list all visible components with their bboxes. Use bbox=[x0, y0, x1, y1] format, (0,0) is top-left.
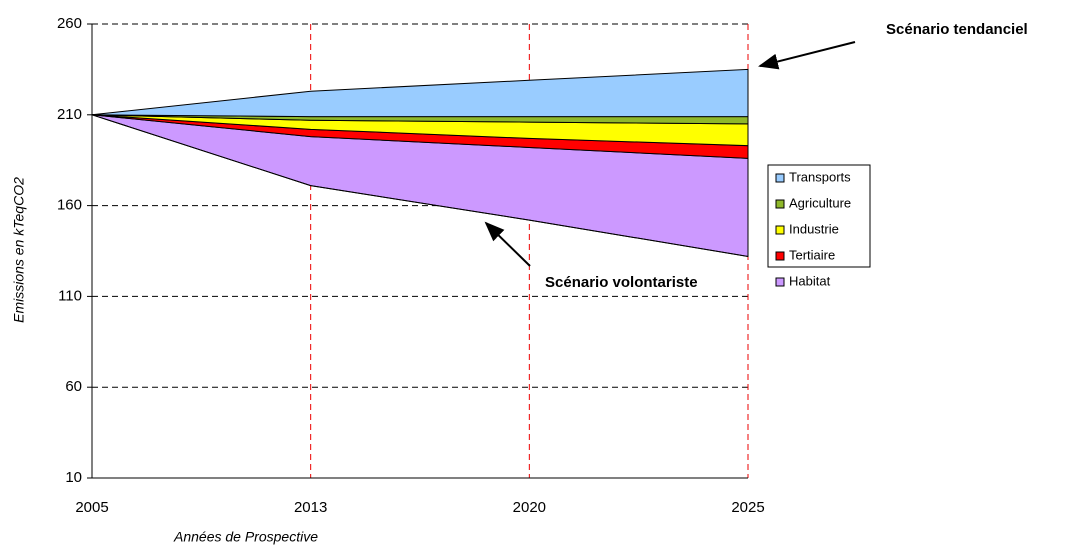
legend bbox=[767, 164, 871, 268]
y-tick-label: 110 bbox=[58, 287, 82, 304]
x-axis-title: Années de Prospective bbox=[173, 529, 318, 545]
y-tick-label: 210 bbox=[57, 106, 82, 123]
legend-label: Tertiaire bbox=[789, 247, 835, 262]
legend-label: Agriculture bbox=[789, 195, 851, 210]
legend-label: Transports bbox=[789, 169, 851, 184]
x-tick-label: 2025 bbox=[731, 499, 764, 516]
annotation: Scénario tendanciel bbox=[886, 21, 1028, 38]
y-axis-title: Emissions en kTeqCO2 bbox=[11, 177, 27, 323]
arrow bbox=[758, 41, 856, 70]
baseline-line bbox=[91, 114, 749, 257]
legend-label: Habitat bbox=[789, 273, 831, 288]
y-tick-label: 160 bbox=[57, 197, 82, 214]
plot-area bbox=[87, 23, 749, 479]
legend-swatch bbox=[775, 251, 785, 261]
legend-swatch bbox=[775, 199, 785, 209]
y-tick-label: 10 bbox=[65, 469, 82, 486]
legend-swatch bbox=[775, 277, 785, 287]
annotation: Scénario volontariste bbox=[545, 274, 698, 291]
arrow bbox=[484, 221, 531, 267]
legend-swatch bbox=[775, 225, 785, 235]
legend-label: Industrie bbox=[789, 221, 839, 236]
legend-swatch bbox=[775, 173, 785, 183]
area bbox=[91, 68, 749, 118]
x-tick-label: 2005 bbox=[75, 499, 108, 516]
y-tick-label: 260 bbox=[57, 15, 82, 32]
x-tick-label: 2013 bbox=[294, 499, 327, 516]
x-tick-label: 2020 bbox=[513, 499, 546, 516]
y-tick-label: 60 bbox=[65, 378, 82, 395]
